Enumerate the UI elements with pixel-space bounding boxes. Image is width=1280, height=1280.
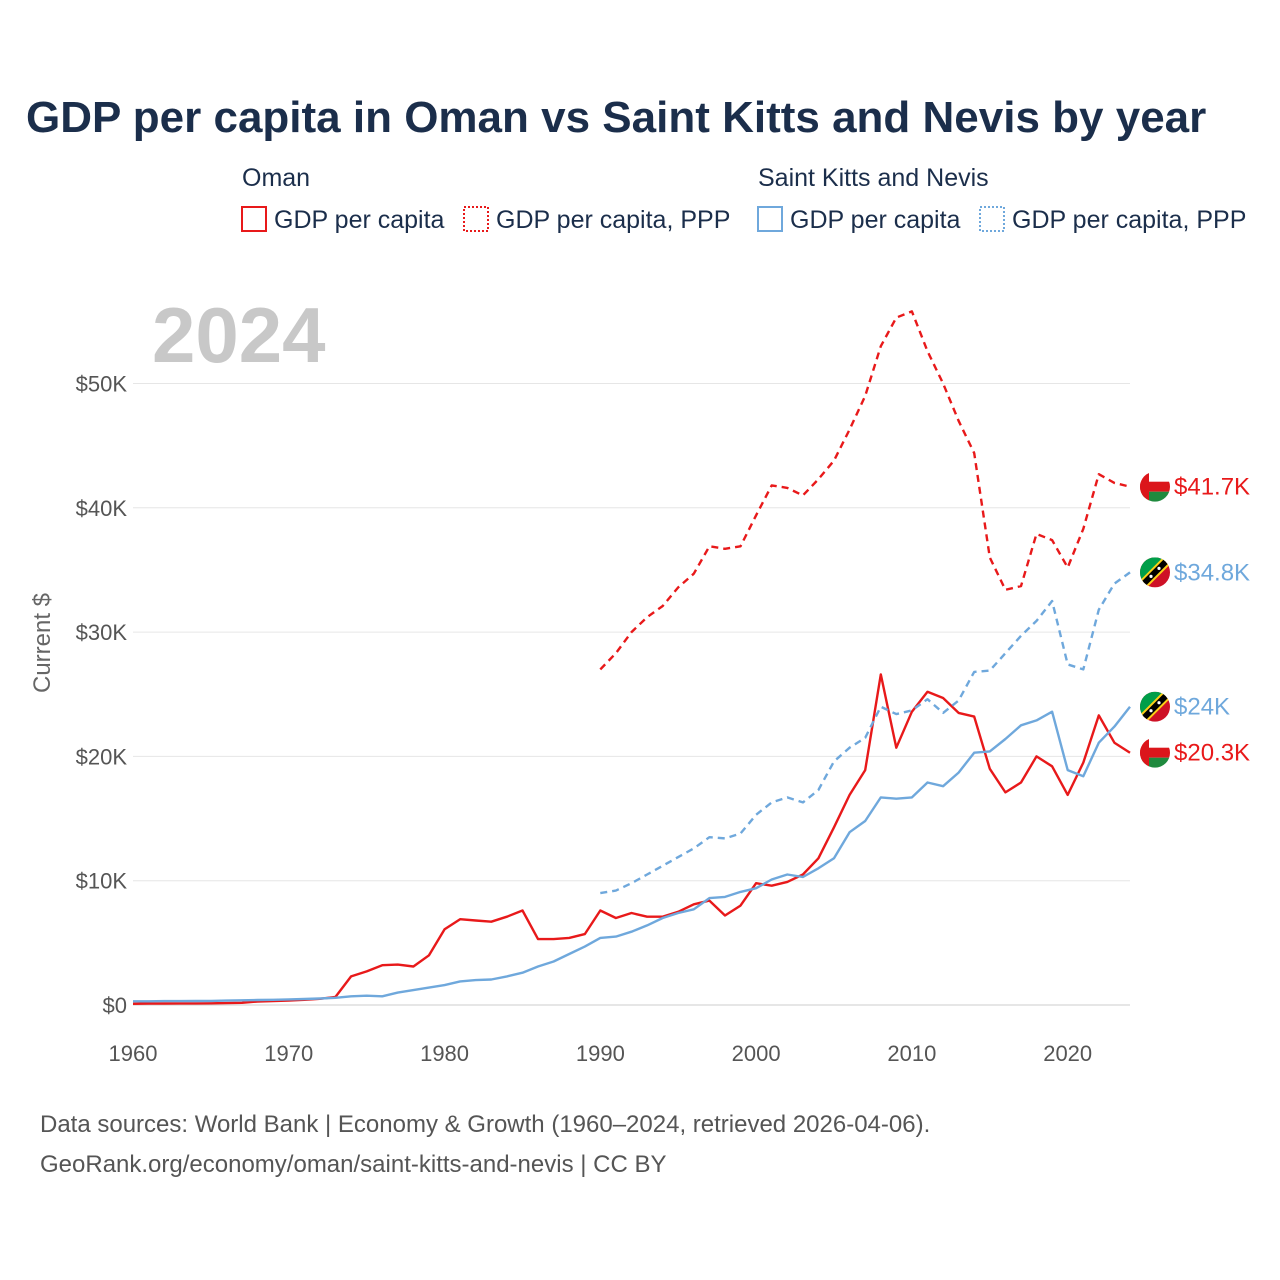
y-tick-label: $40K xyxy=(76,496,128,521)
legend-swatch-oman-ppp[interactable] xyxy=(463,206,489,232)
url-line[interactable]: GeoRank.org/economy/oman/saint-kitts-and… xyxy=(40,1151,667,1178)
flag-band xyxy=(1140,737,1170,748)
flag-star xyxy=(1157,566,1161,570)
legend-label-skn-ppp[interactable]: GDP per capita, PPP xyxy=(1012,206,1246,234)
flag-star xyxy=(1157,701,1161,705)
x-tick-label: 1960 xyxy=(109,1041,158,1066)
y-tick-label: $30K xyxy=(76,620,128,645)
y-tick-label: $10K xyxy=(76,869,128,894)
flag-band xyxy=(1140,471,1149,502)
end-marker-3 xyxy=(1140,557,1170,588)
flag-band xyxy=(1140,737,1149,768)
x-tick-label: 2000 xyxy=(732,1041,781,1066)
end-markers: $20.3K $41.7K $24K $34.8K xyxy=(1140,471,1250,768)
grid xyxy=(133,383,1130,1006)
series-line-3 xyxy=(600,571,1131,895)
legend-label-oman-ppp[interactable]: GDP per capita, PPP xyxy=(496,206,730,234)
flag-skn-icon xyxy=(1140,691,1170,722)
flag-band xyxy=(1140,757,1170,768)
legend-label-oman-gdp[interactable]: GDP per capita xyxy=(274,206,445,234)
series-line-0 xyxy=(132,673,1131,1005)
flag-star xyxy=(1149,709,1153,713)
flag-band xyxy=(1140,471,1170,482)
series-line-1 xyxy=(599,310,1131,671)
series-line-2 xyxy=(133,705,1131,1003)
end-marker-0 xyxy=(1140,737,1170,768)
y-axis-ticks: $0 $10K $20K $30K $40K $50K xyxy=(76,372,128,1019)
year-stamp: 2024 xyxy=(152,291,326,379)
end-value-label: $34.8K xyxy=(1174,559,1250,586)
legend-swatch-skn-ppp[interactable] xyxy=(979,206,1005,232)
legend-group-skn: Saint Kitts and Nevis xyxy=(758,164,989,192)
series-lines xyxy=(132,310,1131,1005)
legend-label-skn-gdp[interactable]: GDP per capita xyxy=(790,206,961,234)
chart-title: GDP per capita in Oman vs Saint Kitts an… xyxy=(26,93,1206,142)
y-tick-label: $50K xyxy=(76,372,128,397)
x-axis-ticks: 1960 1970 1980 1990 2000 2010 2020 xyxy=(109,1041,1093,1066)
flag-band xyxy=(1140,747,1170,758)
x-tick-label: 1970 xyxy=(264,1041,313,1066)
flag-oman-icon xyxy=(1140,471,1170,502)
end-value-label: $20.3K xyxy=(1174,740,1250,767)
legend-group-oman: Oman xyxy=(242,164,310,192)
y-axis-label: Current $ xyxy=(29,593,56,693)
source-line: Data sources: World Bank | Economy & Gro… xyxy=(40,1111,930,1138)
x-tick-label: 1990 xyxy=(576,1041,625,1066)
x-tick-label: 2020 xyxy=(1043,1041,1092,1066)
legend-swatch-oman-gdp[interactable] xyxy=(241,206,267,232)
x-tick-label: 1980 xyxy=(420,1041,469,1066)
legend-swatch-skn-gdp[interactable] xyxy=(757,206,783,232)
end-marker-2 xyxy=(1140,691,1170,722)
x-tick-label: 2010 xyxy=(887,1041,936,1066)
end-marker-1 xyxy=(1140,471,1170,502)
end-value-label: $24K xyxy=(1174,694,1230,721)
flag-band xyxy=(1140,491,1170,502)
flag-oman-icon xyxy=(1140,737,1170,768)
end-value-label: $41.7K xyxy=(1174,474,1250,501)
legend: Oman Saint Kitts and Nevis GDP per capit… xyxy=(241,164,1246,234)
flag-band xyxy=(1140,481,1170,492)
flag-skn-icon xyxy=(1140,557,1170,588)
y-tick-label: $20K xyxy=(76,744,128,769)
y-tick-label: $0 xyxy=(103,993,127,1018)
flag-star xyxy=(1149,574,1153,578)
